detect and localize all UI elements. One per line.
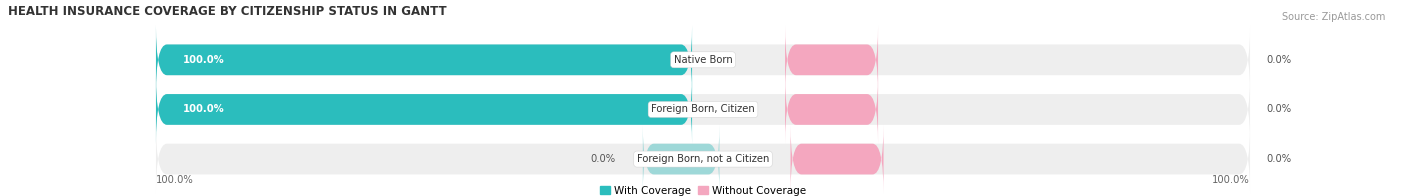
Text: HEALTH INSURANCE COVERAGE BY CITIZENSHIP STATUS IN GANTT: HEALTH INSURANCE COVERAGE BY CITIZENSHIP…	[8, 5, 447, 18]
Text: 0.0%: 0.0%	[591, 154, 616, 164]
Legend: With Coverage, Without Coverage: With Coverage, Without Coverage	[600, 186, 806, 196]
Text: 0.0%: 0.0%	[1267, 104, 1292, 114]
FancyBboxPatch shape	[156, 26, 692, 94]
FancyBboxPatch shape	[156, 125, 1250, 193]
Text: 100.0%: 100.0%	[183, 104, 225, 114]
FancyBboxPatch shape	[156, 75, 1250, 144]
Text: Foreign Born, Citizen: Foreign Born, Citizen	[651, 104, 755, 114]
FancyBboxPatch shape	[156, 75, 692, 144]
FancyBboxPatch shape	[785, 75, 879, 144]
Text: Source: ZipAtlas.com: Source: ZipAtlas.com	[1281, 12, 1385, 22]
Text: Foreign Born, not a Citizen: Foreign Born, not a Citizen	[637, 154, 769, 164]
FancyBboxPatch shape	[643, 125, 720, 193]
FancyBboxPatch shape	[156, 26, 1250, 94]
Text: Native Born: Native Born	[673, 55, 733, 65]
Text: 100.0%: 100.0%	[156, 175, 194, 185]
Text: 0.0%: 0.0%	[1267, 154, 1292, 164]
Text: 100.0%: 100.0%	[1212, 175, 1250, 185]
Text: 0.0%: 0.0%	[1267, 55, 1292, 65]
Text: 100.0%: 100.0%	[183, 55, 225, 65]
FancyBboxPatch shape	[790, 125, 883, 193]
FancyBboxPatch shape	[785, 26, 879, 94]
